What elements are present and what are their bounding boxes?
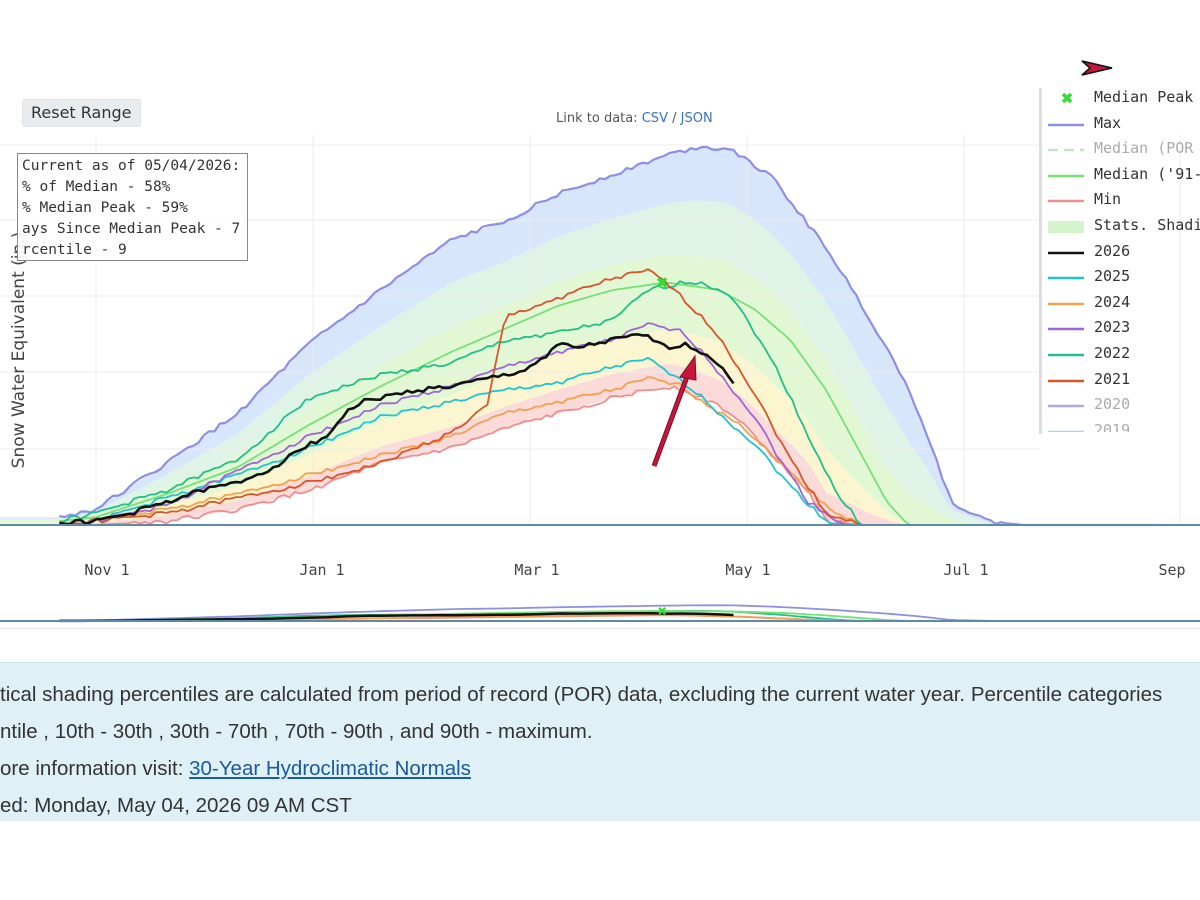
- info-line: % of Median - 58%: [22, 179, 171, 195]
- legend-swatch: [1048, 353, 1084, 357]
- legend-label: 2024: [1094, 292, 1131, 311]
- legend-scroll-arrow-icon[interactable]: [1080, 59, 1114, 77]
- shading-band: [0, 254, 1162, 525]
- notes-line-3-prefix: ore information visit:: [0, 757, 190, 780]
- legend-item[interactable]: 2020: [1040, 394, 1200, 416]
- legend-label: Median Peak: [1094, 88, 1194, 106]
- x-tick-label: Jul 1: [943, 561, 988, 579]
- range-slider[interactable]: [0, 592, 1200, 628]
- divider: [0, 628, 1200, 629]
- series-line-2026: [59, 333, 735, 526]
- legend-swatch: [1061, 92, 1073, 104]
- annotation-arrow: [651, 354, 697, 467]
- info-line: ays Since Median Peak - 7: [22, 221, 241, 237]
- notes-line-2: ntile , 10th - 30th , 30th - 70th , 70th…: [0, 720, 593, 743]
- range-slider-line: [59, 611, 734, 623]
- legend-item[interactable]: 2024: [1040, 292, 1200, 314]
- info-line: Current as of 05/04/2026:: [22, 158, 241, 174]
- info-line: rcentile - 9: [22, 242, 127, 258]
- snow-water-chart[interactable]: Nov 1 Jan 1 Mar 1 May 1 Jul 1 Sep Snow Water …: [0, 0, 1200, 630]
- median-peak-marker: [656, 277, 668, 288]
- legend-item[interactable]: 2023: [1040, 317, 1200, 339]
- statistical-shading: [0, 147, 1162, 525]
- legend-label: Min: [1094, 190, 1122, 209]
- legend-label: 2026: [1094, 241, 1131, 260]
- legend-label: 2020: [1094, 395, 1131, 414]
- info-line: % Median Peak - 59%: [22, 200, 188, 216]
- notes-line-1: tical shading percentiles are calculated…: [0, 683, 1163, 706]
- current-stats-box: Current as of 05/04/2026: % of Median - …: [17, 153, 248, 261]
- legend-label: 2021: [1094, 369, 1131, 388]
- legend-label: 2023: [1094, 318, 1131, 337]
- legend-label: Median (POR: [1094, 139, 1194, 158]
- legend-swatch: [1048, 379, 1084, 382]
- x-tick-label: Mar 1: [514, 561, 559, 579]
- legend-item[interactable]: Stats. Shadin: [1040, 215, 1200, 237]
- legend-item[interactable]: 2021: [1040, 369, 1200, 391]
- series-lines: [0, 145, 1200, 527]
- legend-label: Median ('91-': [1094, 164, 1200, 183]
- legend-item[interactable]: Median (POR: [1040, 138, 1200, 160]
- notes-panel: tical shading percentiles are calculated…: [0, 662, 1200, 821]
- legend-swatch: [1048, 430, 1084, 432]
- notes-line-3: ore information visit: 30-Year Hydroclim…: [0, 757, 471, 781]
- legend-swatch: [1048, 123, 1084, 126]
- data-links-prefix: Link to data:: [556, 111, 642, 126]
- legend-label: Stats. Shadin: [1094, 216, 1200, 234]
- notes-line-4: ed: Monday, May 04, 2026 09 AM CST: [0, 794, 352, 817]
- shading-band: [0, 200, 1162, 525]
- shading-band: [0, 147, 1162, 525]
- range-slider-peak: [658, 607, 667, 615]
- legend-item[interactable]: Max: [1040, 113, 1200, 135]
- legend-label: 2025: [1094, 267, 1131, 286]
- legend-swatch: [1048, 148, 1084, 152]
- x-tick-label: Sep: [1158, 561, 1185, 579]
- legend-swatch: [1048, 221, 1084, 233]
- csv-link[interactable]: CSV: [641, 111, 668, 126]
- legend-swatch: [1048, 404, 1084, 408]
- hydroclimatic-normals-link[interactable]: 30-Year Hydroclimatic Normals: [189, 757, 471, 780]
- x-tick-label: May 1: [725, 561, 770, 579]
- shading-band: [0, 329, 1162, 525]
- data-links: Link to data: CSV / JSON: [556, 111, 713, 126]
- legend-item[interactable]: 2025: [1040, 266, 1200, 288]
- x-axis-ticks: Nov 1 Jan 1 Mar 1 May 1 Jul 1 Sep: [84, 561, 1185, 579]
- legend-item[interactable]: Median Peak: [1040, 87, 1200, 109]
- legend-swatch: [1048, 200, 1084, 203]
- chart-legend[interactable]: Median Peak Max Median (POR Median ('91-' Mi…: [1040, 86, 1200, 432]
- legend-item[interactable]: Median ('91-': [1040, 164, 1200, 186]
- reset-range-button[interactable]: Reset Range: [22, 99, 141, 127]
- legend-swatch: [1048, 302, 1084, 306]
- chart-svg[interactable]: Nov 1 Jan 1 Mar 1 May 1 Jul 1 Sep Snow Water …: [0, 0, 1200, 630]
- legend-swatch: [1048, 328, 1084, 331]
- legend-item[interactable]: 2022: [1040, 343, 1200, 365]
- legend-label: Max: [1094, 113, 1122, 132]
- legend-item[interactable]: 2019: [1040, 420, 1200, 432]
- legend-label: 2019: [1094, 420, 1131, 432]
- x-tick-label: Nov 1: [84, 561, 129, 579]
- legend-label: 2022: [1094, 344, 1131, 362]
- x-tick-label: Jan 1: [299, 561, 344, 579]
- y-axis-label: Snow Water Equivalent (in.): [9, 232, 29, 469]
- range-slider-bg: [0, 592, 1200, 628]
- legend-item[interactable]: 2026: [1040, 241, 1200, 263]
- json-link[interactable]: JSON: [680, 111, 713, 126]
- data-links-separator: /: [667, 111, 681, 126]
- legend-item[interactable]: Min: [1040, 189, 1200, 211]
- legend-scrollbar[interactable]: [1039, 88, 1042, 434]
- legend-swatch: [1048, 174, 1084, 178]
- legend-swatch: [1048, 251, 1084, 254]
- shading-band: [0, 364, 1162, 525]
- legend-swatch: [1048, 276, 1084, 280]
- series-line-max: [59, 145, 1162, 527]
